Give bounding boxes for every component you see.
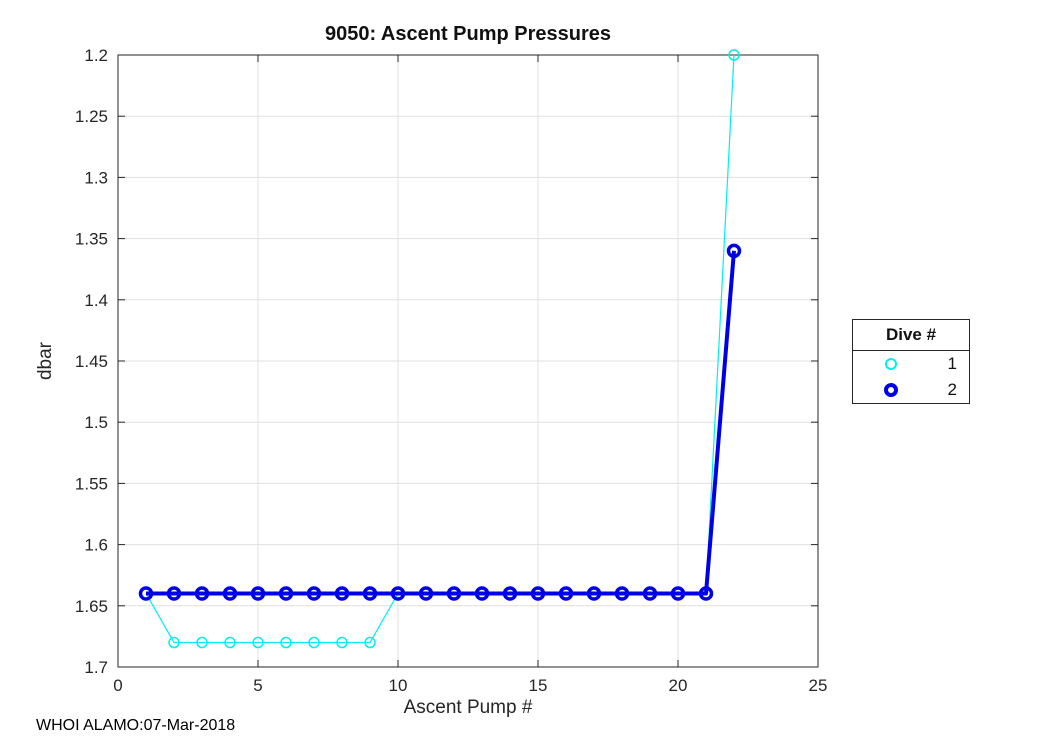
data-point-marker	[308, 636, 320, 649]
x-tick-labels: 0 5 10 15 20 25	[113, 676, 827, 695]
legend-entry-label: 1	[947, 354, 957, 373]
y-tick-label: 1.5	[84, 413, 108, 432]
data-point-marker	[138, 586, 154, 601]
data-point-marker	[166, 586, 182, 601]
data-point-marker	[502, 586, 518, 601]
data-point-marker	[642, 586, 658, 601]
y-tick-label: 1.7	[84, 658, 108, 677]
data-point-marker	[168, 636, 180, 649]
y-tick-label: 1.3	[84, 168, 108, 187]
data-point-marker	[196, 636, 208, 649]
data-point-marker	[418, 586, 434, 601]
data-point-marker	[474, 586, 490, 601]
data-point-marker	[558, 586, 574, 601]
data-point-marker	[670, 586, 686, 601]
data-point-marker	[586, 586, 602, 601]
y-tick-label: 1.4	[84, 291, 108, 310]
x-tick-label: 10	[389, 676, 408, 695]
x-tick-label: 15	[529, 676, 548, 695]
x-axis-label: Ascent Pump #	[403, 697, 533, 718]
series-dive-1	[140, 49, 740, 649]
footer-watermark: WHOI ALAMO:07-Mar-2018	[36, 717, 236, 734]
y-tick-label: 1.2	[84, 46, 108, 65]
axis-ticks	[117, 54, 819, 668]
data-point-marker	[364, 636, 376, 649]
x-tick-label: 25	[809, 676, 828, 695]
y-tick-label: 1.45	[75, 352, 108, 371]
data-point-marker	[390, 586, 406, 601]
data-point-marker	[530, 586, 546, 601]
data-point-marker	[222, 586, 238, 601]
data-point-marker	[362, 586, 378, 601]
legend-entry-dive-2: 2	[853, 377, 969, 403]
data-point-marker	[252, 636, 264, 649]
y-tick-label: 1.35	[75, 230, 108, 249]
legend-entry-dive-1: 1	[853, 351, 969, 377]
data-point-marker	[280, 636, 292, 649]
series-line	[146, 250, 736, 596]
chart-title: 9050: Ascent Pump Pressures	[324, 23, 612, 45]
gridlines	[118, 55, 818, 667]
data-point-marker	[250, 586, 266, 601]
data-point-marker	[306, 586, 322, 601]
legend-entry-label: 2	[947, 380, 957, 399]
series-line	[145, 54, 735, 644]
dive-1-circle-marker-icon	[885, 358, 897, 370]
data-point-marker	[194, 586, 210, 601]
y-tick-label: 1.25	[75, 107, 108, 126]
data-point-marker	[336, 636, 348, 649]
x-tick-label: 0	[113, 676, 122, 695]
y-tick-label: 1.6	[84, 536, 108, 555]
y-axis-label: dbar	[35, 341, 56, 381]
data-point-marker	[614, 586, 630, 601]
data-point-marker	[224, 636, 236, 649]
data-point-marker	[446, 586, 462, 601]
data-point-marker	[278, 586, 294, 601]
y-tick-labels: 1.2 1.25 1.3 1.35 1.4 1.45 1.5 1.55 1.6 1.65 1.7	[75, 46, 108, 677]
dive-2-circle-marker-icon	[884, 383, 898, 397]
y-tick-label: 1.65	[75, 597, 108, 616]
x-tick-label: 5	[253, 676, 262, 695]
data-point-marker	[334, 586, 350, 601]
y-tick-label: 1.55	[75, 474, 108, 493]
series-dive-2	[138, 243, 742, 601]
x-tick-label: 20	[669, 676, 688, 695]
data-point-marker	[726, 243, 742, 259]
legend-title: Dive #	[853, 320, 969, 351]
data-point-marker	[728, 49, 740, 61]
data-point-marker	[698, 586, 714, 601]
legend: Dive # 1 2	[852, 319, 970, 404]
